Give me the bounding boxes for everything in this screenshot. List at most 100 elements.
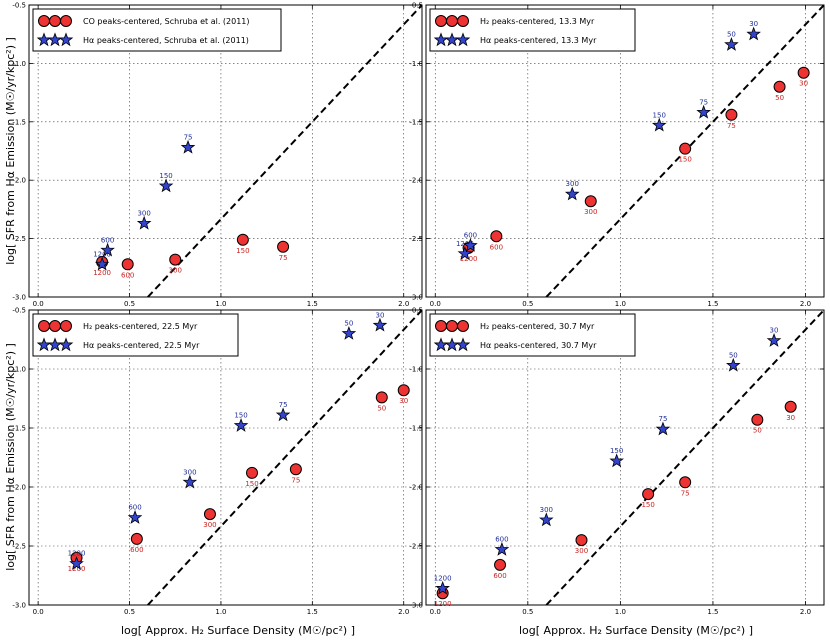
legend-star-marker (58, 32, 74, 47)
circle-point-label: 1200 (93, 269, 111, 277)
plot-frame (28, 4, 423, 298)
legend-entry: H₂ peaks-centered, 13.3 Myr (480, 17, 595, 26)
legend-entry: Hα peaks-centered, 13.3 Myr (480, 36, 597, 45)
x-tick-label: 0.0 (33, 300, 44, 308)
legend-entry: Hα peaks-centered, 30.7 Myr (480, 341, 597, 350)
h-alpha-star-point (746, 26, 761, 41)
gas-circle-point (584, 195, 597, 208)
legend-circle-marker (446, 320, 458, 332)
y-tick-label: -1.0 (12, 366, 26, 374)
h-alpha-star-point (158, 178, 174, 193)
x-tick-label: 1.5 (307, 608, 318, 616)
h-alpha-star-point (494, 541, 510, 556)
legend-circle-marker (49, 320, 61, 332)
circle-point-label: 300 (575, 547, 588, 555)
legend-circle-marker (435, 15, 447, 27)
star-point-label: 75 (279, 401, 288, 409)
star-point-label: 50 (344, 320, 353, 328)
star-point-label: 30 (749, 20, 758, 28)
y-tick-label: -2.5 (12, 543, 26, 551)
x-axis-label-left: log[ Approx. H₂ Surface Density (M☉/pc²)… (121, 624, 355, 637)
y-tick-label: -1.0 (409, 60, 423, 68)
y-tick-label: -2.0 (12, 484, 26, 492)
x-tick-label: 1.5 (307, 300, 318, 308)
star-point-label: 300 (137, 209, 150, 217)
circle-point-label: 300 (203, 521, 216, 529)
gas-circle-point (797, 66, 810, 79)
legend-entry: H₂ peaks-centered, 22.5 Myr (83, 322, 198, 331)
star-point-label: 150 (159, 172, 172, 180)
x-tick-label: 1.0 (215, 608, 226, 616)
h-alpha-star-point (233, 417, 249, 432)
x-tick-label: 0.0 (33, 608, 44, 616)
y-tick-label: -1.5 (12, 118, 26, 126)
star-point-label: 50 (729, 351, 738, 359)
star-point-label: 75 (658, 415, 667, 423)
legend-circle-marker (49, 15, 61, 27)
star-point-label: 300 (540, 506, 553, 514)
y-tick-label: -3.0 (12, 294, 26, 302)
x-tick-label: 1.0 (615, 608, 626, 616)
star-point-label: 150 (234, 412, 247, 420)
legend-circle-marker (60, 320, 72, 332)
gas-circle-point (679, 476, 692, 489)
circle-point-label: 600 (490, 243, 503, 251)
gas-circle-point (773, 80, 786, 93)
y-tick-label: -1.5 (409, 425, 423, 433)
gas-circle-point (203, 508, 216, 521)
legend-star-marker (455, 32, 471, 47)
h-alpha-star-point (564, 186, 580, 201)
h-alpha-star-point (457, 246, 473, 260)
x-tick-label: 2.0 (398, 300, 409, 308)
circle-point-label: 600 (121, 271, 134, 279)
gas-circle-point (642, 488, 655, 501)
star-point-label: 150 (610, 447, 623, 455)
gas-circle-point (289, 463, 302, 476)
plot-frame (425, 4, 825, 298)
gas-circle-point (169, 253, 182, 266)
circle-point-label: 150 (245, 480, 258, 488)
x-tick-label: 0.5 (124, 608, 135, 616)
legend-circle-marker (60, 15, 72, 27)
circle-point-label: 75 (279, 254, 288, 262)
gas-circle-point (575, 534, 588, 547)
h-alpha-star-point (766, 333, 782, 347)
gas-circle-point (725, 108, 738, 121)
legend-entry: H₂ peaks-centered, 30.7 Myr (480, 322, 595, 331)
h-alpha-star-point (655, 421, 671, 436)
y-axis-label-top: log[ SFR from Hα Emission (M☉/yr/kpc²) ] (4, 37, 17, 265)
h-alpha-star-point (69, 556, 84, 570)
circle-point-label: 150 (641, 501, 654, 509)
y-tick-label: -2.5 (409, 543, 423, 551)
gas-circle-point (375, 391, 388, 404)
star-point-label: 600 (128, 504, 141, 512)
y-tick-label: -3.0 (409, 602, 423, 610)
legend-circle-marker (38, 15, 50, 27)
y-tick-label: -2.5 (12, 235, 26, 243)
circle-point-label: 600 (130, 546, 143, 554)
gas-circle-point (751, 413, 764, 426)
star-point-label: 300 (183, 468, 196, 476)
gas-circle-point (784, 400, 797, 413)
legend-entry: Hα peaks-centered, Schruba et al. (2011) (83, 36, 249, 45)
gas-circle-point (397, 384, 410, 397)
circle-point-label: 75 (727, 122, 736, 130)
gas-circle-point (277, 240, 290, 253)
y-tick-label: -3.0 (409, 294, 423, 302)
reference-line (147, 5, 422, 297)
gas-circle-point (490, 230, 503, 243)
y-axis-label-bottom: log[ SFR from Hα Emission (M☉/yr/kpc²) ] (4, 343, 17, 571)
h-alpha-star-point (100, 242, 115, 257)
legend-circle-marker (457, 320, 469, 332)
star-point-label: 300 (566, 180, 579, 188)
y-tick-label: -2.5 (409, 235, 423, 243)
legend-circle-marker (435, 320, 447, 332)
star-point-label: 600 (495, 536, 508, 544)
star-point-label: 50 (727, 31, 736, 39)
y-tick-label: -0.5 (12, 2, 26, 10)
x-tick-label: 2.0 (800, 300, 811, 308)
y-tick-label: -1.0 (12, 60, 26, 68)
panel-top-right: 0.0 0.5 1.0 1.5 2.0 -3.0 -2.5 -2.0 -1.5 -1.0 -0.5 1… (409, 2, 825, 308)
circle-point-label: 50 (775, 94, 784, 102)
